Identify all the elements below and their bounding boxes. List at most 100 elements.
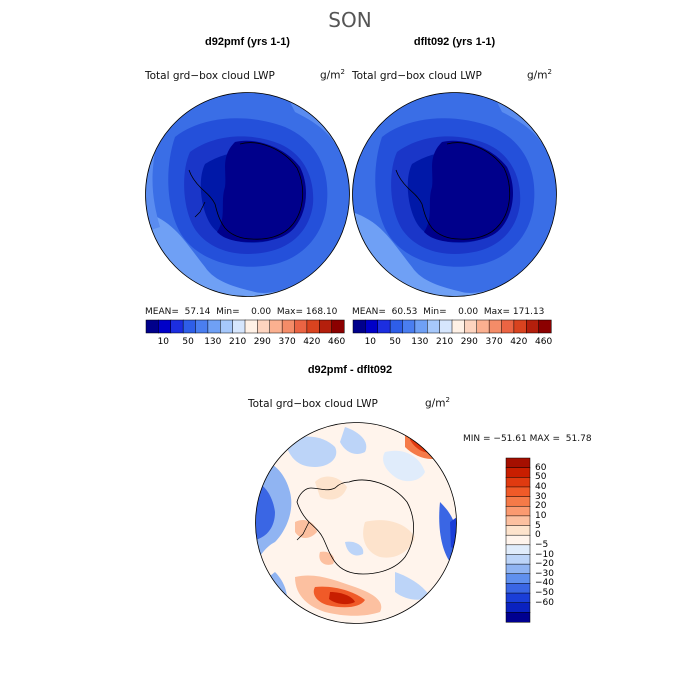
diff-colorbar-swatch: [505, 457, 531, 469]
diff-colorbar-label: −30: [535, 568, 554, 579]
diff-colorbar-swatch: [505, 573, 531, 584]
panel1-field-label: Total grd−box cloud LWP: [145, 70, 275, 82]
diff-colorbar-label: 0: [535, 530, 541, 541]
colorbar-swatch: [182, 319, 197, 334]
diff-panel-units: g/m2: [425, 396, 450, 410]
panel2-units: g/m2: [527, 68, 552, 82]
diff-colorbar: [505, 457, 531, 623]
colorbar-swatch: [281, 319, 296, 334]
panel1-colorbar: [145, 319, 345, 334]
panel2-map: [352, 92, 557, 297]
colorbar-tick-label: 460: [535, 337, 553, 347]
panel2-stats: MEAN= 60.53 Min= 0.00 Max= 171.13: [352, 307, 545, 317]
colorbar-swatch: [365, 319, 379, 334]
panel1-map: [145, 92, 350, 297]
colorbar-tick-label: 130: [204, 337, 222, 347]
diff-colorbar-swatch: [505, 477, 531, 488]
diff-colorbar-swatch: [505, 496, 531, 507]
colorbar-tick-label: 290: [253, 337, 271, 347]
colorbar-swatch: [526, 319, 540, 334]
colorbar-swatch: [294, 319, 308, 334]
colorbar-tick-label: 460: [328, 337, 346, 347]
colorbar-tick-label: 130: [411, 337, 429, 347]
colorbar-swatch: [352, 319, 366, 334]
diff-colorbar-label: 10: [535, 510, 547, 521]
colorbar-tick-label: 290: [460, 337, 478, 347]
panel1-title: d92pmf (yrs 1-1): [205, 36, 290, 48]
panel2-field-label: Total grd−box cloud LWP: [352, 70, 482, 82]
diff-colorbar-label: 20: [535, 501, 547, 512]
diff-map: [255, 422, 457, 624]
diff-panel-minmax: MIN = −51.61 MAX = 51.78: [463, 434, 592, 444]
panel2-colorbar-labels: 10 50 130 210 290 370 420 460: [353, 337, 553, 349]
diff-colorbar-swatch: [505, 486, 531, 498]
diff-colorbar-labels: 60 50 40 30 20 10 5 0 −5 −10 −20 −30 −40 −50 −60: [535, 458, 575, 622]
colorbar-swatch: [427, 319, 441, 334]
colorbar-swatch: [220, 319, 234, 334]
colorbar-swatch: [377, 319, 391, 334]
colorbar-swatch: [389, 319, 404, 334]
diff-colorbar-swatch: [505, 554, 531, 565]
colorbar-swatch: [269, 319, 283, 334]
diff-colorbar-label: 40: [535, 481, 547, 492]
diff-colorbar-swatch: [505, 534, 531, 546]
diff-colorbar-label: 30: [535, 491, 547, 502]
colorbar-swatch: [158, 319, 172, 334]
colorbar-swatch: [439, 319, 453, 334]
diff-colorbar-swatch: [505, 544, 531, 556]
diff-colorbar-label: −20: [535, 559, 554, 570]
diff-colorbar-swatch: [505, 602, 531, 613]
diff-colorbar-label: −60: [535, 597, 554, 608]
colorbar-tick-label: 370: [485, 337, 503, 347]
diff-colorbar-swatch: [505, 505, 531, 517]
diff-colorbar-label: −50: [535, 588, 554, 599]
diff-colorbar-label: −10: [535, 549, 554, 560]
diff-panel-field-label: Total grd−box cloud LWP: [248, 398, 378, 410]
colorbar-tick-label: 370: [278, 337, 296, 347]
colorbar-swatch: [538, 319, 552, 334]
colorbar-swatch: [232, 319, 246, 334]
colorbar-tick-label: 50: [389, 337, 401, 347]
diff-panel-title: d92pmf - dflt092: [307, 364, 393, 376]
colorbar-tick-label: 210: [229, 337, 247, 347]
colorbar-swatch: [476, 319, 490, 334]
colorbar-swatch: [306, 319, 320, 334]
colorbar-swatch: [451, 319, 465, 334]
diff-colorbar-swatch: [505, 612, 531, 623]
colorbar-swatch: [402, 319, 416, 334]
panel2-title: dflt092 (yrs 1-1): [413, 36, 496, 48]
colorbar-swatch: [319, 319, 333, 334]
colorbar-tick-label: 420: [510, 337, 528, 347]
panel1-units: g/m2: [320, 68, 345, 82]
panel1-stats: MEAN= 57.14 Min= 0.00 Max= 168.10: [145, 307, 338, 317]
diff-colorbar-swatch: [505, 592, 531, 604]
diff-colorbar-label: −5: [535, 539, 549, 550]
diff-colorbar-label: 50: [535, 472, 547, 483]
diff-colorbar-label: 5: [535, 520, 541, 531]
colorbar-swatch: [195, 319, 209, 334]
colorbar-tick-label: 420: [303, 337, 321, 347]
season-title: SON: [328, 8, 372, 32]
colorbar-swatch: [488, 319, 503, 334]
colorbar-swatch: [207, 319, 221, 334]
colorbar-swatch: [501, 319, 515, 334]
colorbar-swatch: [331, 319, 345, 334]
diff-colorbar-swatch: [505, 467, 531, 478]
panel2-colorbar: [352, 319, 552, 334]
colorbar-swatch: [244, 319, 258, 334]
diff-colorbar-label: −40: [535, 578, 554, 589]
diff-colorbar-swatch: [505, 583, 531, 594]
panel1-colorbar-labels: 10 50 130 210 290 370 420 460: [146, 337, 346, 349]
colorbar-tick-label: 10: [364, 337, 377, 347]
colorbar-swatch: [170, 319, 184, 334]
diff-colorbar-swatch: [505, 525, 531, 536]
colorbar-tick-label: 210: [436, 337, 454, 347]
colorbar-tick-label: 10: [157, 337, 170, 347]
colorbar-tick-label: 50: [182, 337, 194, 347]
diff-colorbar-label: 60: [535, 462, 547, 473]
colorbar-swatch: [464, 319, 478, 334]
diff-colorbar-swatch: [505, 515, 531, 527]
colorbar-swatch: [414, 319, 428, 334]
colorbar-swatch: [513, 319, 527, 334]
colorbar-swatch: [145, 319, 159, 334]
